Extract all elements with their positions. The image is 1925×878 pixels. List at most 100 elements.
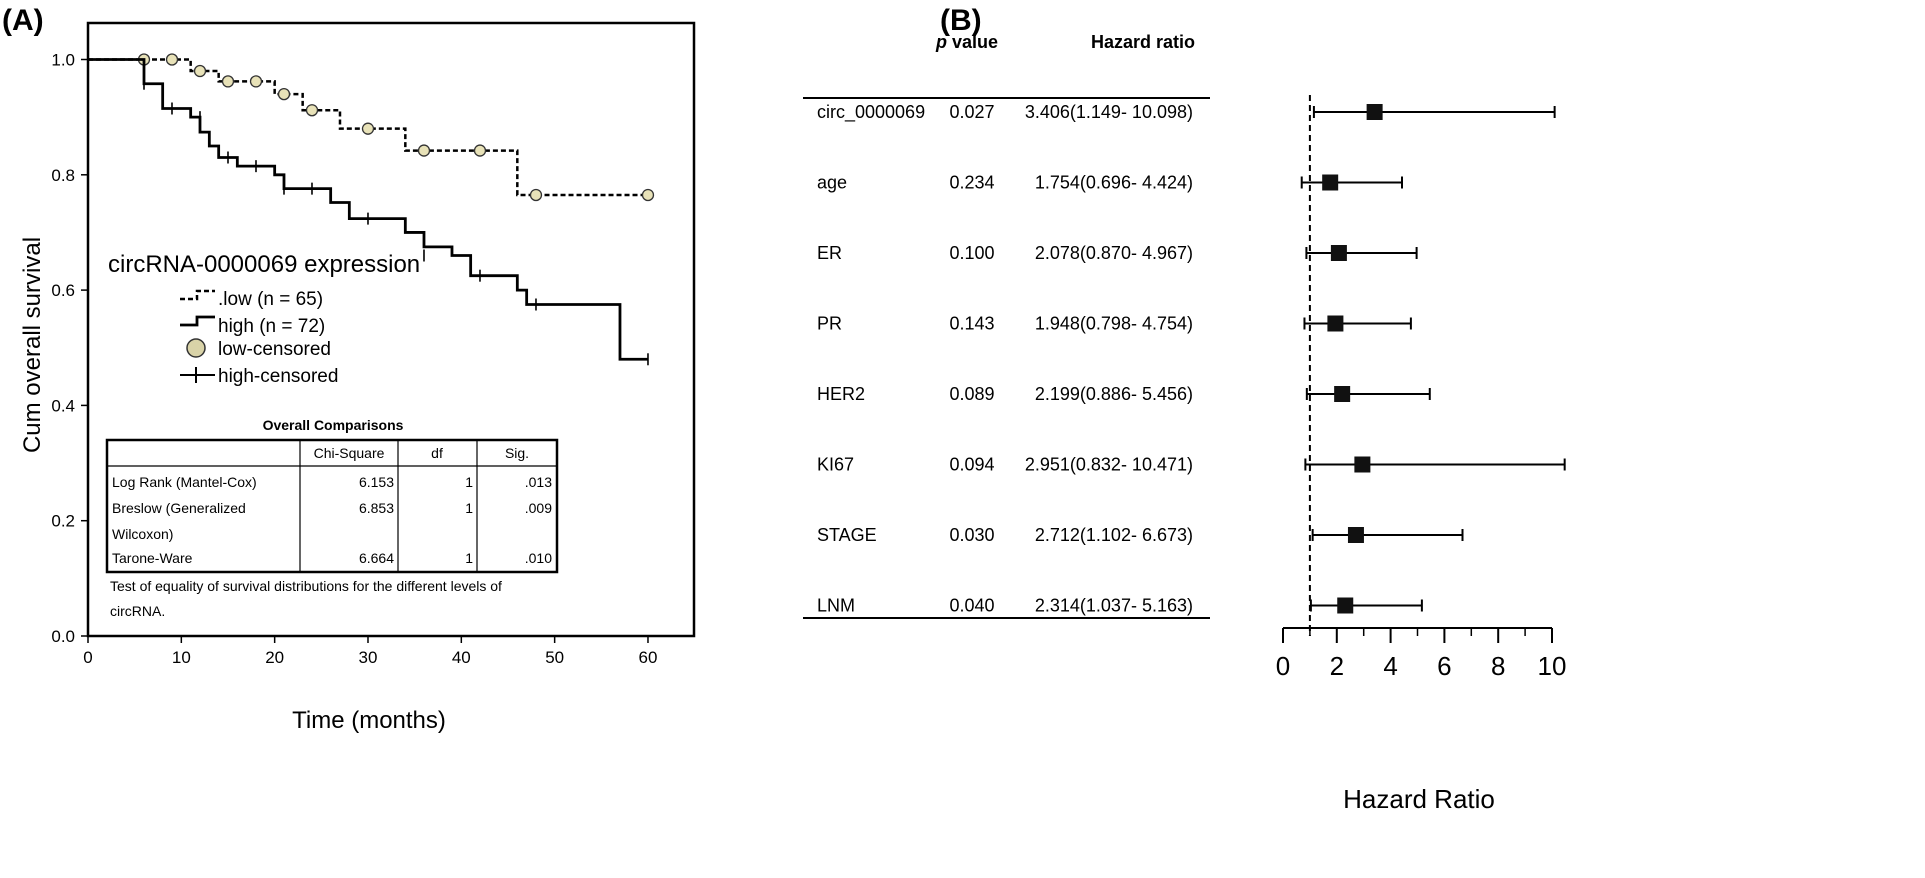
table-cell-df: 1 bbox=[465, 500, 473, 516]
km-plot-frame bbox=[86, 21, 696, 638]
table-header-sig: Sig. bbox=[505, 445, 529, 461]
comparison-table: Overall Comparisons Chi-Square df Sig. L… bbox=[105, 417, 559, 619]
censor-marker-low bbox=[361, 122, 375, 135]
forest-x-tick-label: 0 bbox=[1276, 651, 1290, 681]
panel-b-label: (B) bbox=[940, 4, 982, 37]
forest-plot: p value Hazard ratio circ_0000069 0.027 3.… bbox=[803, 32, 1566, 814]
table-row-label-continued: Wilcoxon) bbox=[112, 526, 173, 542]
row-hazard-ratio: 2.712(1.102- 6.673) bbox=[1035, 525, 1193, 545]
header-p-value: p value bbox=[935, 32, 998, 52]
x-tick-label: 60 bbox=[639, 648, 658, 667]
x-tick-label: 50 bbox=[545, 648, 564, 667]
y-tick-label: 0.8 bbox=[51, 166, 75, 185]
hr-point bbox=[1354, 456, 1371, 473]
row-hazard-ratio: 2.314(1.037- 5.163) bbox=[1035, 596, 1193, 616]
legend-marker-low-censored bbox=[186, 338, 206, 358]
hr-point bbox=[1330, 245, 1347, 261]
legend-swatch-low bbox=[180, 289, 215, 301]
comparison-table-border bbox=[105, 438, 559, 574]
hr-point bbox=[1366, 104, 1383, 120]
y-tick-label: 0.6 bbox=[51, 281, 75, 300]
km-legend: circRNA-0000069 expression .low (n = 65)… bbox=[108, 251, 420, 387]
forest-table-rows: circ_0000069 0.027 3.406(1.149- 10.098) age… bbox=[817, 102, 1193, 616]
row-name: circ_0000069 bbox=[817, 102, 925, 123]
censor-marker-low bbox=[529, 188, 543, 202]
forest-x-axis-title: Hazard Ratio bbox=[1343, 784, 1495, 814]
legend-title: circRNA-0000069 expression bbox=[108, 251, 420, 278]
row-name: age bbox=[817, 173, 847, 193]
row-p-value: 0.030 bbox=[949, 525, 994, 545]
forest-x-tick-label: 4 bbox=[1383, 651, 1397, 681]
row-p-value: 0.027 bbox=[949, 102, 994, 122]
table-header-df: df bbox=[431, 445, 443, 461]
y-tick-label: 0.0 bbox=[51, 627, 75, 646]
row-hazard-ratio: 2.951(0.832- 10.471) bbox=[1025, 455, 1193, 475]
table-footnote-line: Test of equality of survival distributio… bbox=[110, 578, 502, 594]
comparison-table-title: Overall Comparisons bbox=[263, 417, 404, 433]
censor-marker-low bbox=[221, 75, 235, 88]
legend-marker-high-censored bbox=[180, 367, 215, 383]
censor-marker-low bbox=[305, 104, 319, 117]
table-cell-chi: 6.853 bbox=[359, 500, 394, 516]
header-hazard-ratio: Hazard ratio bbox=[1091, 32, 1195, 52]
legend-label-high: high (n = 72) bbox=[218, 316, 325, 337]
legend-label-high-censored: high-censored bbox=[218, 366, 338, 387]
row-name: KI67 bbox=[817, 455, 854, 475]
hr-point bbox=[1347, 527, 1364, 543]
y-tick-label: 1.0 bbox=[51, 51, 75, 70]
row-hazard-ratio: 1.948(0.798- 4.754) bbox=[1035, 314, 1193, 334]
censor-marker-low bbox=[165, 53, 179, 66]
hr-point bbox=[1322, 174, 1339, 191]
x-tick-label: 20 bbox=[265, 648, 284, 667]
km-x-axis-title: Time (months) bbox=[292, 707, 446, 734]
x-tick-label: 0 bbox=[83, 648, 92, 667]
legend-swatch-high bbox=[180, 315, 215, 327]
table-cell-df: 1 bbox=[465, 550, 473, 566]
table-cell-sig: .013 bbox=[525, 474, 552, 490]
row-hazard-ratio: 2.199(0.886- 5.456) bbox=[1035, 384, 1193, 404]
table-header-chi-square: Chi-Square bbox=[314, 445, 385, 461]
km-plot: 0 10 20 30 40 50 60 0.0 0.2 0.4 0.6 0.8 1.0 Time (m… bbox=[19, 21, 696, 734]
table-cell-chi: 6.664 bbox=[359, 550, 394, 566]
panel-a-label: (A) bbox=[2, 4, 44, 37]
hr-point bbox=[1334, 386, 1351, 402]
censor-marker-low bbox=[193, 64, 207, 78]
table-cell-df: 1 bbox=[465, 474, 473, 490]
row-name: PR bbox=[817, 314, 842, 334]
row-p-value: 0.100 bbox=[949, 243, 994, 263]
censor-marker-low bbox=[249, 75, 263, 88]
row-hazard-ratio: 2.078(0.870- 4.967) bbox=[1035, 243, 1193, 263]
forest-x-tick-label: 10 bbox=[1538, 651, 1567, 681]
row-hazard-ratio: 1.754(0.696- 4.424) bbox=[1035, 173, 1193, 193]
row-name: HER2 bbox=[817, 384, 865, 404]
censor-marker-low bbox=[473, 144, 487, 157]
table-row-label: Breslow (Generalized bbox=[112, 500, 246, 516]
table-cell-sig: .009 bbox=[525, 500, 552, 516]
survival-curve-high bbox=[88, 58, 648, 361]
table-cell-sig: .010 bbox=[525, 550, 552, 566]
table-cell-chi: 6.153 bbox=[359, 474, 394, 490]
legend-label-low: .low (n = 65) bbox=[218, 289, 323, 310]
row-name: ER bbox=[817, 243, 842, 263]
row-p-value: 0.234 bbox=[949, 173, 994, 193]
row-p-value: 0.040 bbox=[949, 596, 994, 616]
row-hazard-ratio: 3.406(1.149- 10.098) bbox=[1025, 102, 1193, 122]
forest-x-tick-label: 6 bbox=[1437, 651, 1451, 681]
x-tick-label: 10 bbox=[172, 648, 191, 667]
table-row-label: Log Rank (Mantel-Cox) bbox=[112, 474, 257, 490]
row-name: STAGE bbox=[817, 525, 877, 545]
y-tick-label: 0.4 bbox=[51, 396, 75, 415]
row-name: LNM bbox=[817, 596, 855, 616]
x-tick-label: 30 bbox=[359, 648, 378, 667]
km-y-axis: 0.0 0.2 0.4 0.6 0.8 1.0 bbox=[51, 51, 88, 646]
censor-marker-low bbox=[417, 144, 431, 157]
forest-x-tick-label: 2 bbox=[1330, 651, 1344, 681]
hr-point bbox=[1327, 315, 1344, 332]
x-tick-label: 40 bbox=[452, 648, 471, 667]
hr-point bbox=[1337, 597, 1354, 614]
row-p-value: 0.094 bbox=[949, 455, 994, 475]
table-footnote-line: circRNA. bbox=[110, 603, 165, 619]
censor-marker-low bbox=[641, 188, 655, 202]
forest-x-tick-label: 8 bbox=[1491, 651, 1505, 681]
